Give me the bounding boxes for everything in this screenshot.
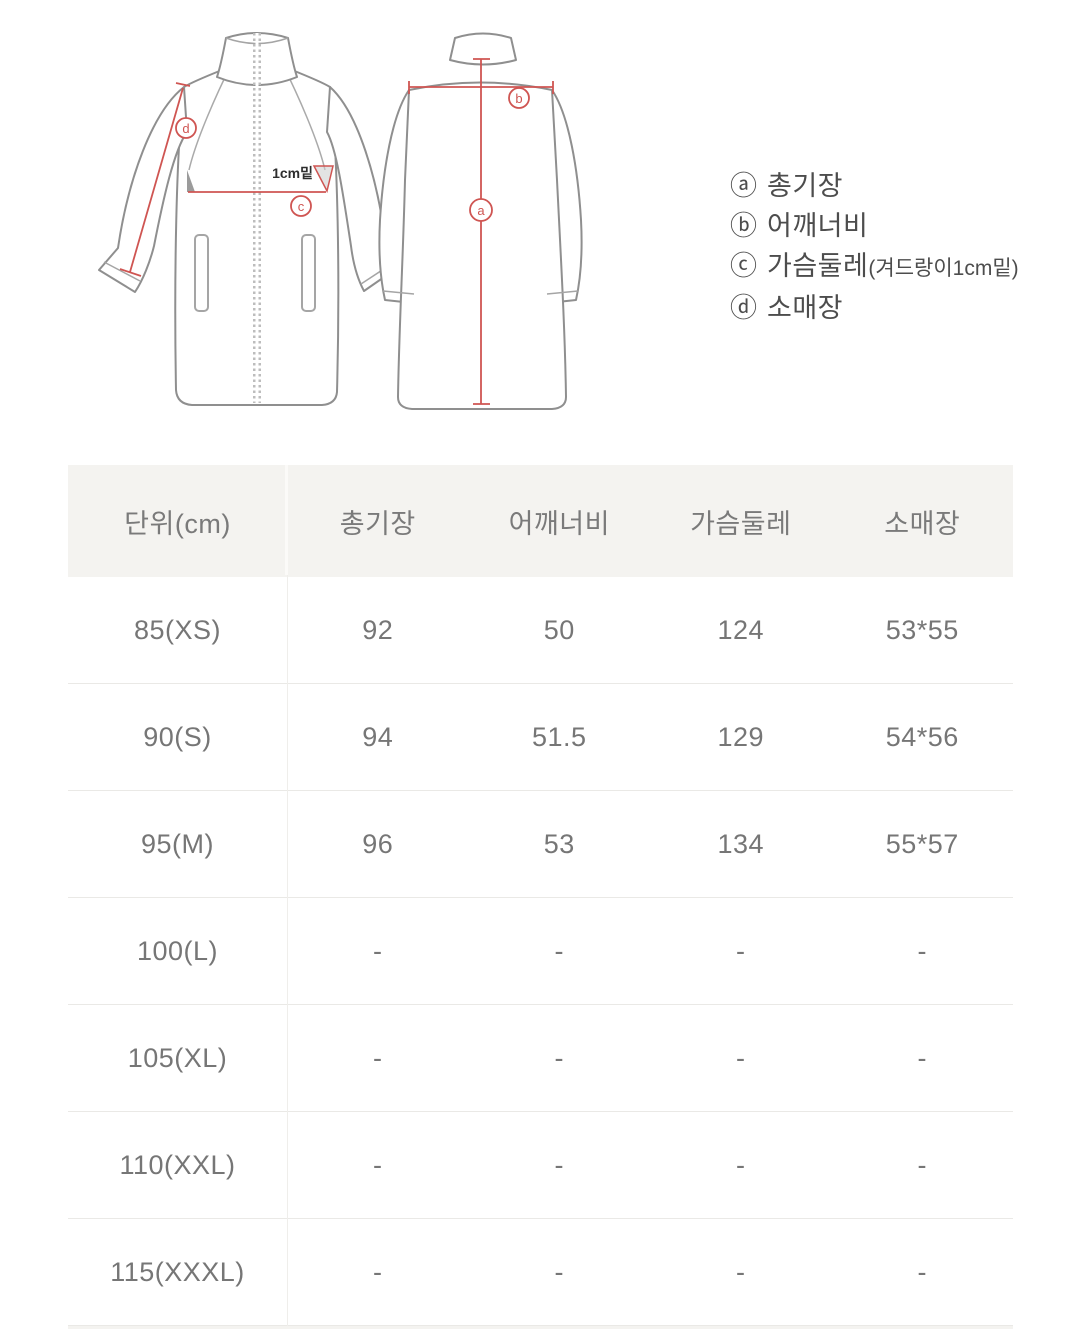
value-cell: 53 [468, 790, 650, 898]
legend-label-b: 어깨너비 [767, 211, 869, 241]
legend-label-d: 소매장 [767, 293, 844, 323]
value-cell: 96 [287, 790, 469, 898]
coat-diagram: d c 1cm밑 [98, 32, 583, 410]
value-cell: 94 [287, 683, 469, 791]
back-measurements: a b [408, 58, 554, 405]
value-cell: - [468, 1004, 650, 1112]
marker-d-badge [175, 117, 197, 139]
left-pocket [194, 234, 209, 312]
armpit-note-label: 1cm밑 [272, 165, 313, 181]
next-section-header-strip [68, 1326, 1013, 1329]
value-cell: - [287, 1004, 469, 1112]
value-cell: - [287, 1218, 469, 1326]
size-table-header-row: 단위(cm) 총기장 어깨너비 가슴둘레 소매장 [68, 465, 1013, 577]
back-collar [449, 32, 517, 66]
marker-c-badge [290, 195, 312, 217]
value-cell: - [650, 1004, 832, 1112]
legend-label-a: 총기장 [767, 171, 844, 201]
measurement-legend: ⓐ 총기장 ⓑ 어깨너비 ⓒ 가슴둘레 (겨드랑이1cm밑) ⓓ 소매장 [730, 170, 1019, 332]
measure-ticks-length [473, 58, 490, 405]
legend-label-c: 가슴둘레 [767, 251, 869, 281]
marker-a-badge [469, 198, 493, 222]
measure-ticks-sleeve [119, 82, 191, 277]
value-cell: 92 [287, 577, 469, 684]
col-header-shoulder: 어깨너비 [468, 465, 650, 577]
front-left-cuff-line [103, 261, 141, 282]
value-cell: - [287, 897, 469, 1005]
table-row: 105(XL) - - - - [68, 1004, 1013, 1112]
size-cell: 85(XS) [68, 577, 287, 684]
marker-d-letter: d [182, 121, 189, 136]
col-header-chest: 가슴둘레 [650, 465, 832, 577]
front-left-sleeve [98, 86, 188, 293]
legend-item-d: ⓓ 소매장 [730, 292, 1019, 325]
value-cell: - [650, 897, 832, 1005]
table-row: 90(S) 94 51.5 129 54*56 [68, 683, 1013, 791]
back-coat-body [397, 81, 567, 410]
col-header-length: 총기장 [287, 465, 469, 577]
marker-a-letter: a [477, 203, 485, 218]
body-column-divider [287, 575, 288, 1326]
value-cell: - [831, 1218, 1013, 1326]
col-header-unit: 단위(cm) [68, 465, 287, 577]
value-cell: - [468, 1111, 650, 1219]
back-coat-figure [378, 32, 583, 410]
armpit-triangle [312, 165, 334, 194]
value-cell: 124 [650, 577, 832, 684]
size-cell: 105(XL) [68, 1004, 287, 1112]
size-cell: 115(XXXL) [68, 1218, 287, 1326]
value-cell: - [468, 897, 650, 1005]
value-cell: - [468, 1218, 650, 1326]
value-cell: 129 [650, 683, 832, 791]
measurement-diagram: d c 1cm밑 [0, 0, 1081, 465]
table-row: 100(L) - - - - [68, 897, 1013, 1005]
table-row: 95(M) 96 53 134 55*57 [68, 790, 1013, 898]
value-cell: - [831, 1111, 1013, 1219]
size-cell: 100(L) [68, 897, 287, 1005]
legend-item-b: ⓑ 어깨너비 [730, 210, 1019, 243]
size-table: 단위(cm) 총기장 어깨너비 가슴둘레 소매장 85(XS) 92 50 12… [68, 465, 1013, 1326]
table-row: 115(XXXL) - - - - [68, 1218, 1013, 1326]
front-measurements: d c 1cm밑 [119, 82, 334, 277]
back-cuff-lines [382, 290, 579, 295]
table-row: 85(XS) 92 50 124 53*55 [68, 577, 1013, 684]
size-cell: 95(M) [68, 790, 287, 898]
header-column-divider [285, 465, 288, 575]
measure-ticks-shoulder [408, 81, 554, 94]
legend-marker-d: ⓓ [730, 293, 757, 323]
size-table-section: 단위(cm) 총기장 어깨너비 가슴둘레 소매장 85(XS) 92 50 12… [68, 465, 1013, 1329]
size-cell: 90(S) [68, 683, 287, 791]
measure-line-sleeve [129, 87, 184, 273]
value-cell: - [287, 1111, 469, 1219]
size-cell: 110(XXL) [68, 1111, 287, 1219]
value-cell: 55*57 [831, 790, 1013, 898]
table-row: 110(XXL) - - - - [68, 1111, 1013, 1219]
armpit-seam-wedge [187, 170, 195, 192]
value-cell: - [831, 897, 1013, 1005]
marker-b-badge [508, 87, 530, 109]
col-header-sleeve: 소매장 [831, 465, 1013, 577]
legend-note-c: (겨드랑이1cm밑) [868, 257, 1019, 280]
value-cell: - [831, 1004, 1013, 1112]
marker-b-letter: b [515, 91, 522, 106]
legend-marker-c: ⓒ [730, 251, 757, 281]
value-cell: 134 [650, 790, 832, 898]
value-cell: - [650, 1218, 832, 1326]
marker-c-letter: c [298, 199, 305, 214]
right-pocket [301, 234, 316, 312]
legend-marker-b: ⓑ [730, 211, 757, 241]
value-cell: 54*56 [831, 683, 1013, 791]
value-cell: 53*55 [831, 577, 1013, 684]
value-cell: - [650, 1111, 832, 1219]
value-cell: 50 [468, 577, 650, 684]
legend-item-a: ⓐ 총기장 [730, 170, 1019, 203]
front-coat-figure [98, 32, 401, 406]
value-cell: 51.5 [468, 683, 650, 791]
legend-marker-a: ⓐ [730, 171, 757, 201]
legend-item-c: ⓒ 가슴둘레 (겨드랑이1cm밑) [730, 250, 1019, 285]
